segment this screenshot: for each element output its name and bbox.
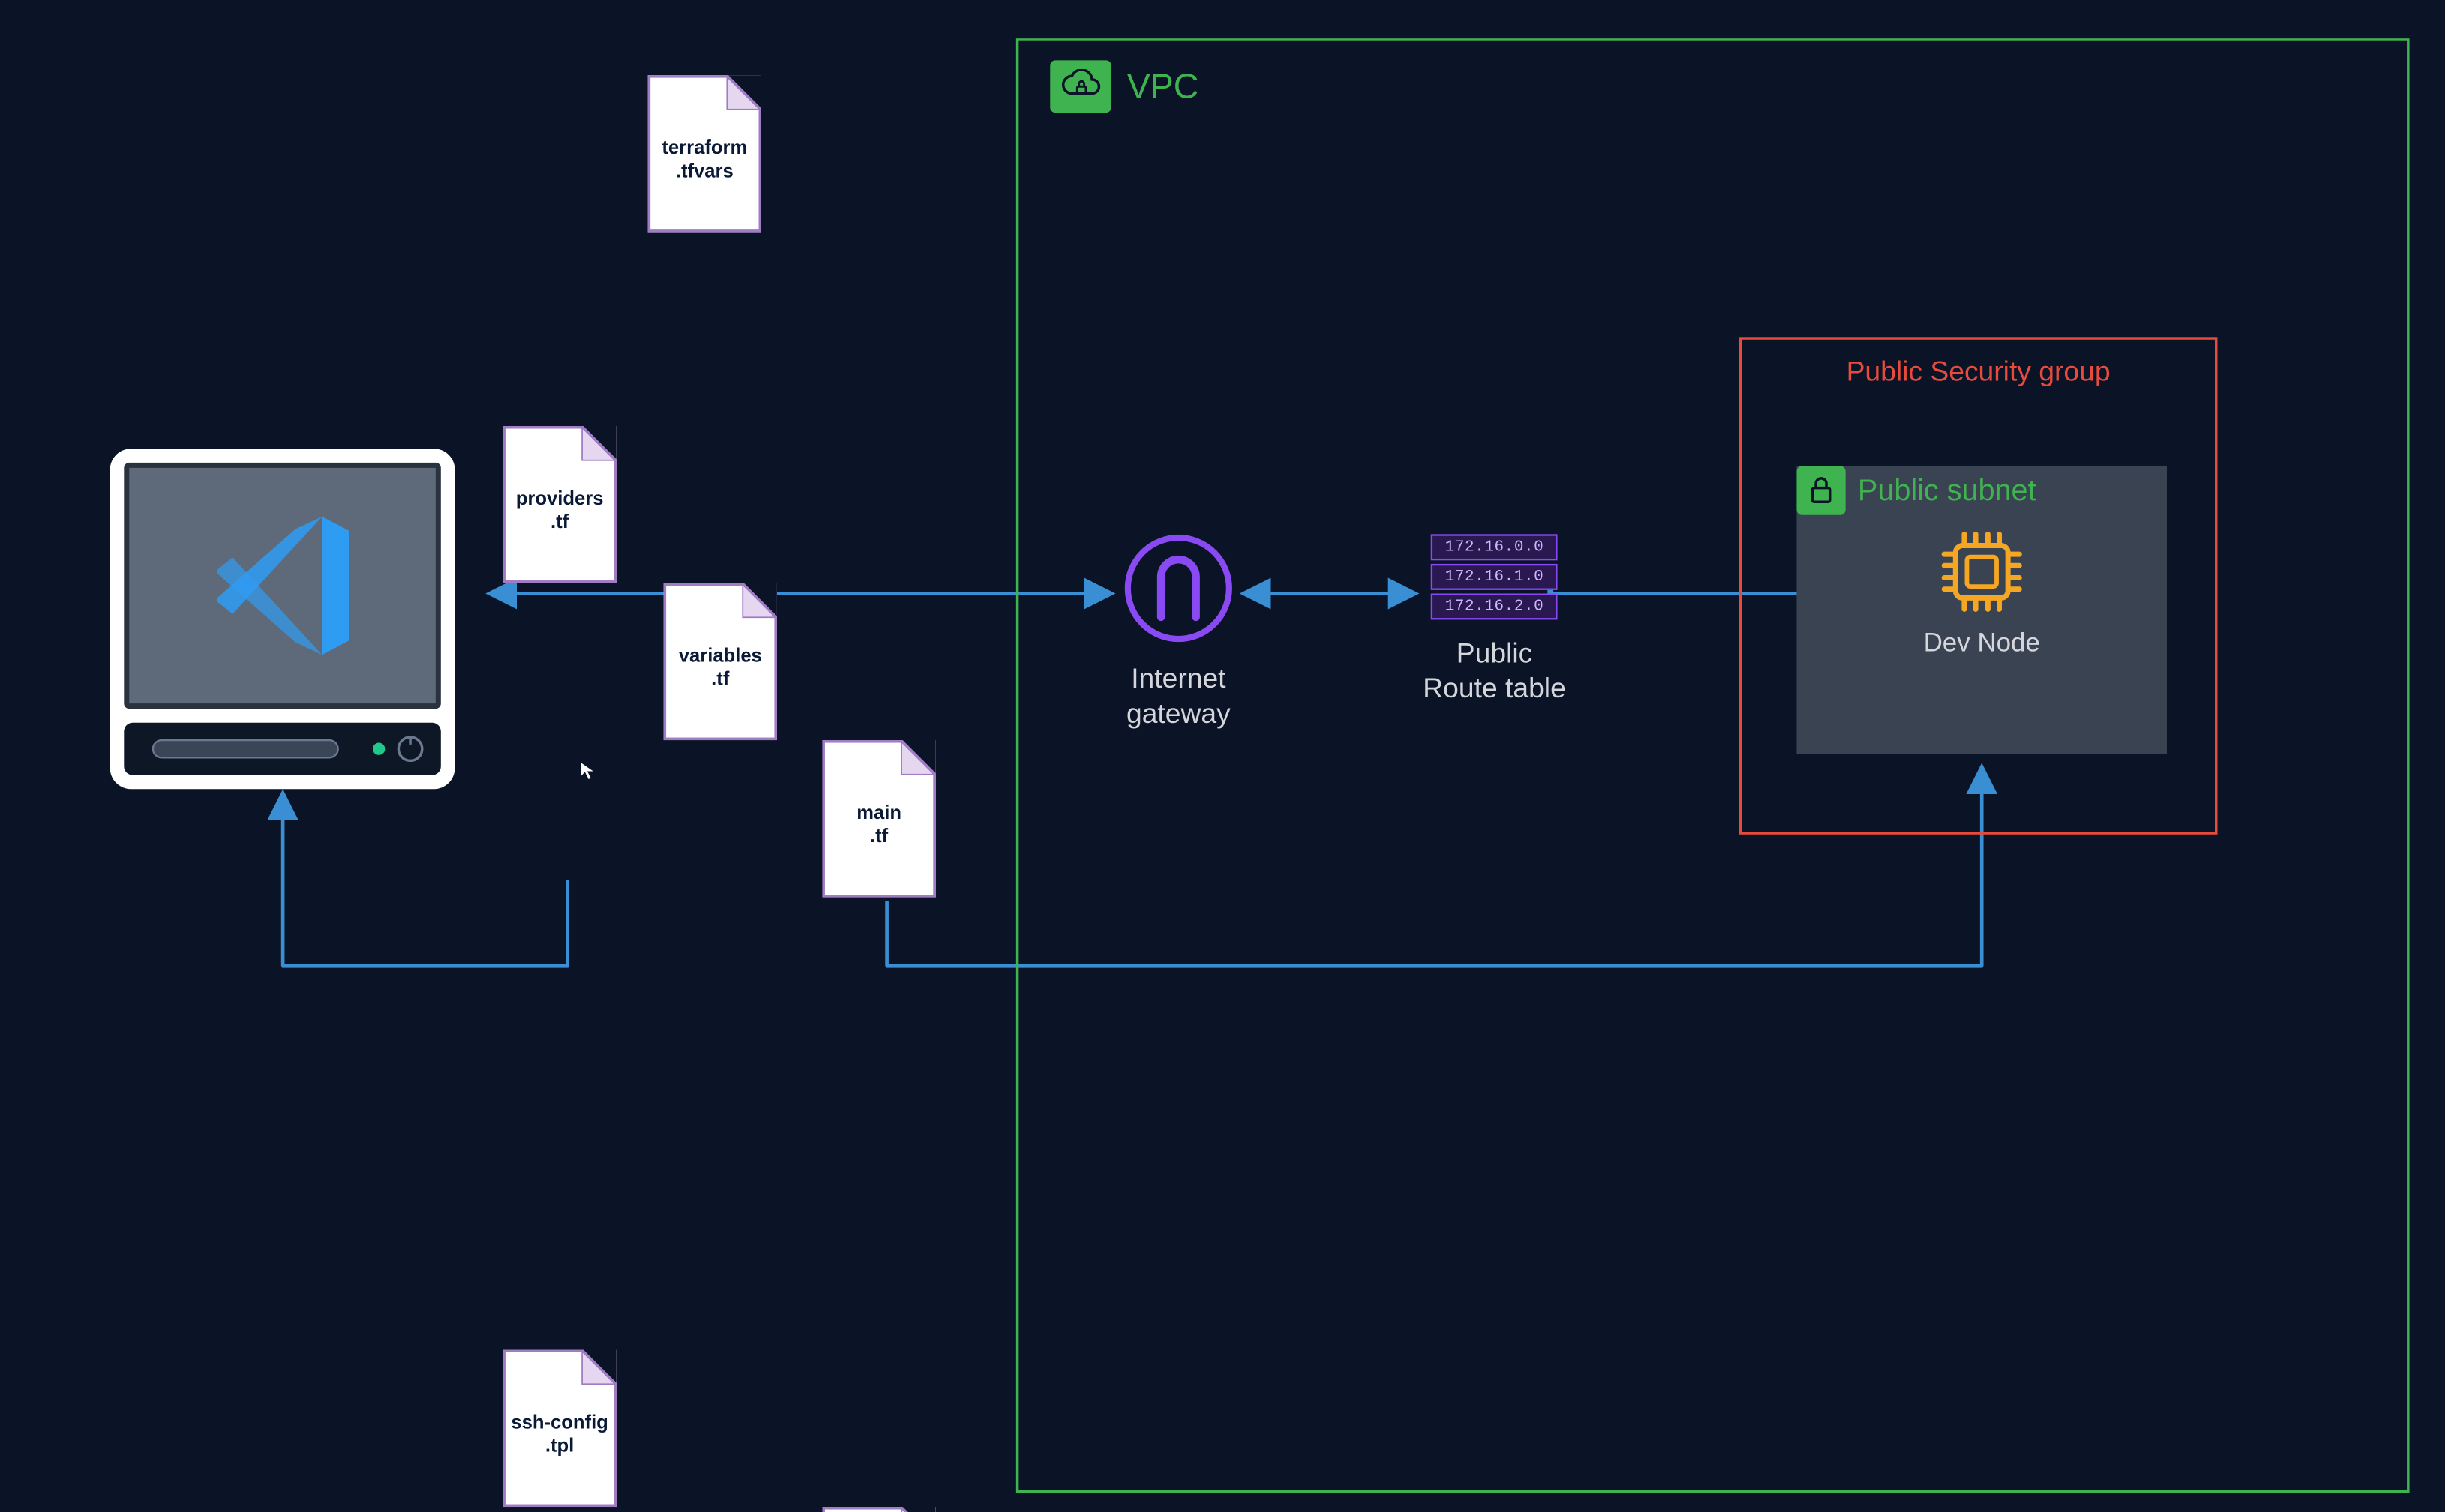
route-table-row: 172.16.2.0 <box>1431 594 1558 620</box>
file-tfvars: terraform .tfvars <box>648 75 761 232</box>
vscode-icon <box>204 507 362 664</box>
file-label: main .tf <box>851 800 907 848</box>
cursor-icon <box>578 760 601 782</box>
workstation <box>110 448 455 789</box>
file-dogear-icon <box>901 1507 936 1512</box>
route-table-row: 172.16.0.0 <box>1431 534 1558 560</box>
security-group-label: Public Security group <box>1742 356 2215 388</box>
power-led <box>373 743 385 755</box>
route-table-label: Public Route table <box>1423 635 1566 705</box>
route-table: 172.16.0.0 172.16.1.0 172.16.2.0 Public Ro… <box>1423 534 1566 705</box>
vpc-header: VPC <box>1050 60 1198 112</box>
route-table-row: 172.16.1.0 <box>1431 564 1558 590</box>
file-label: terraform .tfvars <box>656 135 752 183</box>
file-label: ssh-config .tpl <box>506 1409 613 1457</box>
file-dogear-icon <box>581 1350 616 1385</box>
file-providers: providers .tf <box>502 426 616 584</box>
cloud-lock-icon <box>1050 60 1111 112</box>
chip-icon <box>1934 524 2030 620</box>
diagram-canvas: VPC Public Security group Public subnet <box>0 0 2444 1512</box>
file-main: main .tf <box>822 740 935 898</box>
file-dogear-icon <box>742 584 777 619</box>
internet-gateway: Internet gateway <box>1122 532 1235 730</box>
route-table-rows: 172.16.0.0 172.16.1.0 172.16.2.0 <box>1431 534 1558 620</box>
public-subnet-container: Public subnet Dev Node <box>1796 466 2167 754</box>
file-dogear-icon <box>901 740 936 776</box>
lock-icon <box>1796 466 1845 515</box>
internet-gateway-label: Internet gateway <box>1126 661 1231 730</box>
file-label: variables .tf <box>674 643 767 691</box>
power-button-icon <box>398 736 424 762</box>
disc-slot <box>152 740 338 759</box>
dev-node: Dev Node <box>1796 524 2167 658</box>
file-sshconfig: ssh-config .tpl <box>502 1350 616 1508</box>
monitor <box>124 463 441 709</box>
subnet-header: Public subnet <box>1796 466 2167 515</box>
drive-bay <box>124 723 441 776</box>
dev-node-label: Dev Node <box>1924 628 2040 658</box>
file-dogear-icon <box>581 426 616 461</box>
file-dogear-icon <box>726 75 761 110</box>
vpc-label: VPC <box>1127 67 1199 106</box>
file-variables: variables .tf <box>664 584 777 741</box>
file-userdata: userdata .tpl <box>822 1507 935 1512</box>
internet-gateway-icon <box>1122 532 1235 645</box>
file-label: providers .tf <box>511 486 609 534</box>
subnet-label: Public subnet <box>1858 473 2036 507</box>
